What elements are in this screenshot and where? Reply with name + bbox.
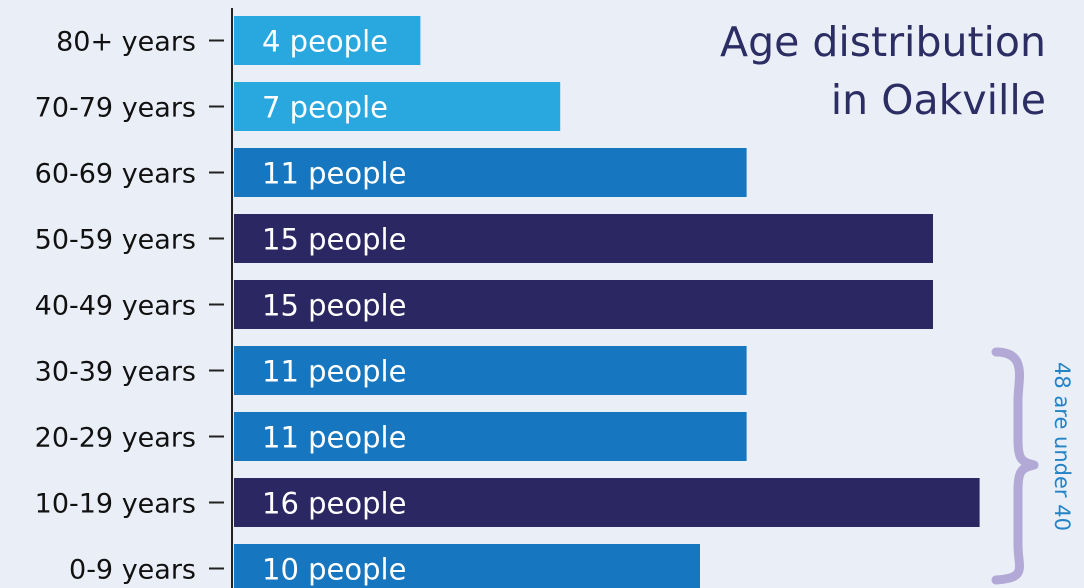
category-label-3: 50-59 years (35, 225, 196, 256)
under-40-annotation: 48 are under 40 (1050, 362, 1074, 531)
bar-1 (234, 82, 561, 131)
bar-4 (234, 280, 933, 329)
category-label-0: 80+ years (56, 27, 196, 58)
category-label-5: 30-39 years (35, 357, 196, 388)
bar-8 (234, 544, 700, 588)
bar-label-0: 4 people (262, 25, 388, 59)
chart-title-line-1: Age distribution (720, 18, 1046, 66)
bar-label-3: 15 people (262, 223, 406, 257)
bar-label-2: 11 people (262, 157, 406, 191)
bar-label-5: 11 people (262, 355, 406, 389)
bar-3 (234, 214, 933, 263)
bar-6 (234, 412, 747, 461)
bar-label-7: 16 people (262, 487, 406, 521)
bar-label-1: 7 people (262, 91, 388, 125)
category-label-1: 70-79 years (35, 93, 196, 124)
chart-title-line-2: in Oakville (830, 76, 1046, 124)
under-40-brace (991, 347, 1039, 585)
category-label-7: 10-19 years (35, 489, 196, 520)
category-label-4: 40-49 years (35, 291, 196, 322)
bar-label-4: 15 people (262, 289, 406, 323)
bar-2 (234, 148, 747, 197)
bar-5 (234, 346, 747, 395)
bar-label-8: 10 people (262, 553, 406, 587)
bar-7 (234, 478, 980, 527)
category-label-8: 0-9 years (69, 555, 196, 586)
bar-label-6: 11 people (262, 421, 406, 455)
category-label-6: 20-29 years (35, 423, 196, 454)
bar-0 (234, 16, 421, 65)
category-label-2: 60-69 years (35, 159, 196, 190)
